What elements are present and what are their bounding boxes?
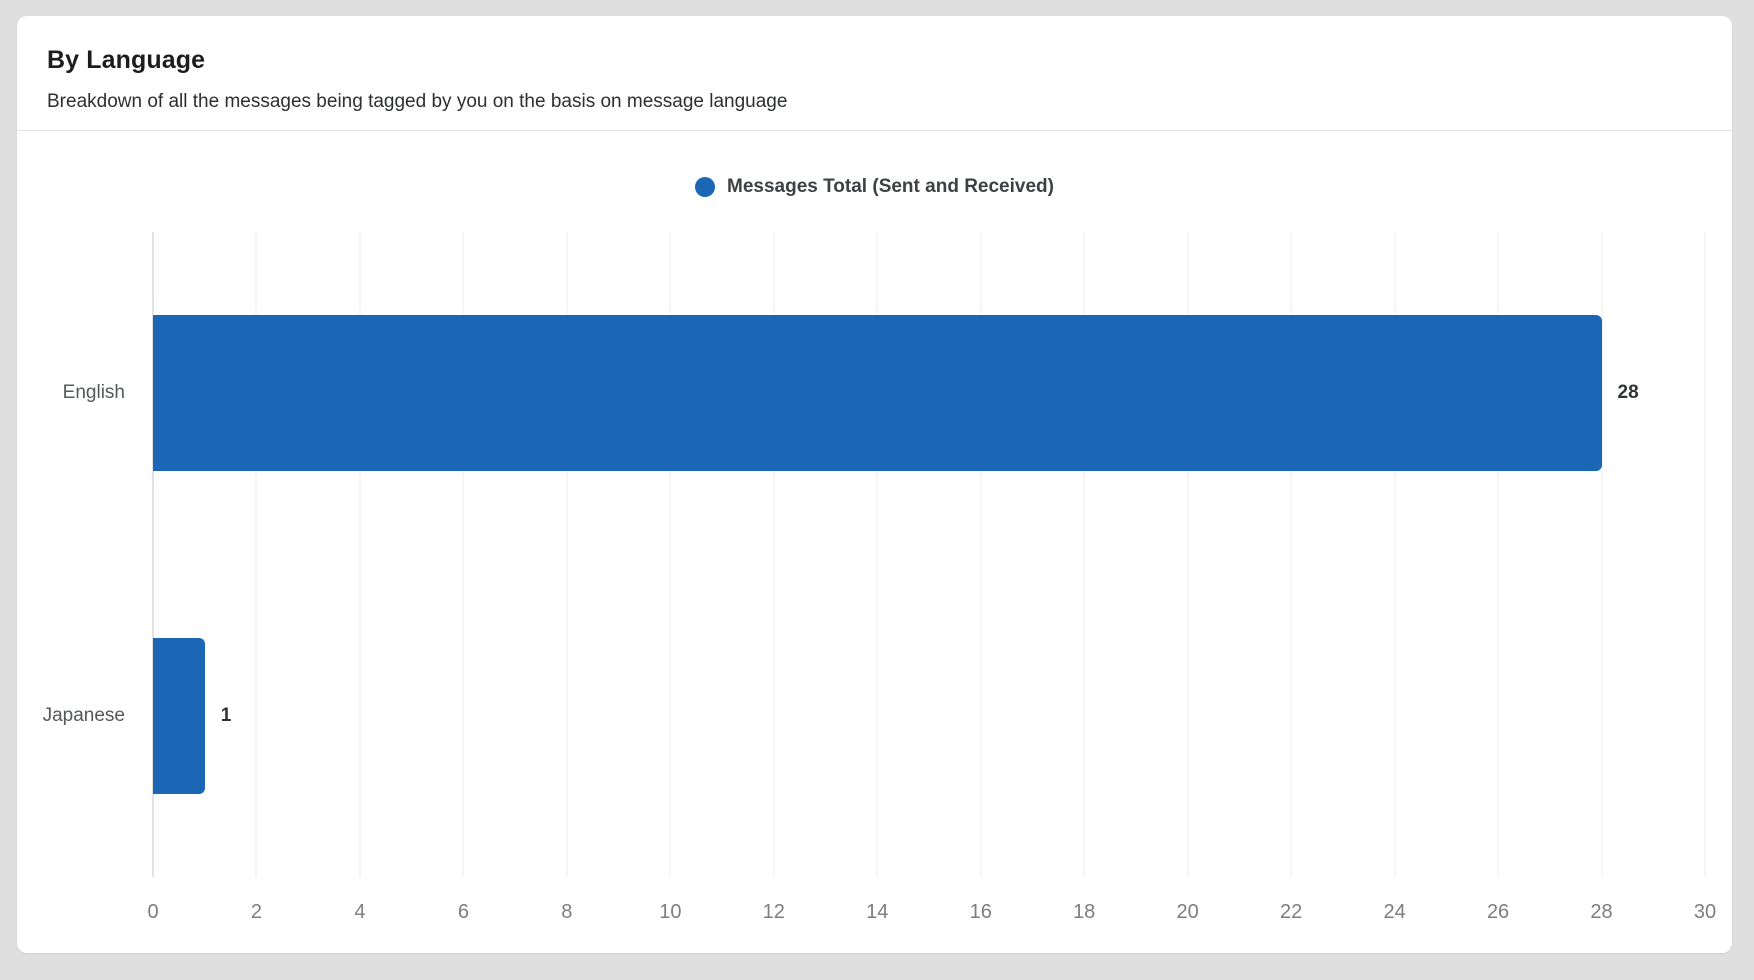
gridline bbox=[1083, 232, 1085, 877]
gridline bbox=[462, 232, 464, 877]
card-title: By Language bbox=[47, 46, 206, 74]
x-tick-label: 8 bbox=[561, 901, 573, 923]
x-tick-label: 16 bbox=[969, 901, 992, 923]
x-tick-label: 20 bbox=[1176, 901, 1199, 923]
by-language-card: By Language Breakdown of all the message… bbox=[17, 16, 1732, 953]
x-tick-label: 12 bbox=[762, 901, 785, 923]
x-tick-label: 4 bbox=[354, 901, 366, 923]
gridline bbox=[876, 232, 878, 877]
gridline bbox=[255, 232, 257, 877]
x-tick-label: 0 bbox=[147, 901, 159, 923]
card-header: By Language Breakdown of all the message… bbox=[17, 16, 1732, 131]
chart-legend: Messages Total (Sent and Received) bbox=[17, 176, 1732, 198]
gridline bbox=[1497, 232, 1499, 877]
y-axis-line bbox=[152, 232, 154, 877]
gridline bbox=[1394, 232, 1396, 877]
legend-label: Messages Total (Sent and Received) bbox=[727, 176, 1054, 197]
value-label-japanese: 1 bbox=[220, 704, 232, 726]
bar-japanese[interactable] bbox=[153, 637, 205, 794]
chart-row-japanese: Japanese 1 bbox=[43, 555, 1705, 878]
category-label-japanese: Japanese bbox=[42, 704, 125, 726]
bar-english[interactable] bbox=[153, 315, 1602, 472]
x-tick-label: 14 bbox=[866, 901, 889, 923]
x-tick-label: 2 bbox=[250, 901, 263, 923]
category-label-english: English bbox=[62, 382, 125, 404]
x-tick-label: 24 bbox=[1383, 901, 1406, 923]
gridline bbox=[1704, 232, 1706, 877]
gridline bbox=[980, 232, 982, 877]
x-tick-label: 6 bbox=[457, 901, 469, 923]
legend-item-messages-total[interactable]: Messages Total (Sent and Received) bbox=[695, 176, 1054, 198]
gridline bbox=[1187, 232, 1189, 877]
legend-dot-icon bbox=[695, 177, 715, 197]
card-subtitle: Breakdown of all the messages being tagg… bbox=[47, 91, 788, 112]
chart-row-english: English 28 bbox=[63, 232, 1705, 555]
x-tick-label: 22 bbox=[1280, 901, 1303, 923]
gridline bbox=[359, 232, 361, 877]
x-tick-label: 30 bbox=[1693, 901, 1717, 923]
x-tick-label: 18 bbox=[1073, 901, 1096, 923]
gridline bbox=[669, 232, 671, 877]
bar-chart: 0 2 4 6 8 10 12 14 16 18 20 22 24 26 28 30 English 28 Japa… bbox=[43, 232, 1716, 923]
gridline bbox=[773, 232, 775, 877]
x-tick-label: 26 bbox=[1486, 901, 1510, 923]
gridline bbox=[566, 232, 568, 877]
x-tick-label: 28 bbox=[1590, 901, 1613, 923]
gridline bbox=[1290, 232, 1292, 877]
value-label-english: 28 bbox=[1617, 382, 1639, 404]
x-tick-label: 10 bbox=[659, 901, 682, 923]
gridline bbox=[1601, 232, 1603, 877]
